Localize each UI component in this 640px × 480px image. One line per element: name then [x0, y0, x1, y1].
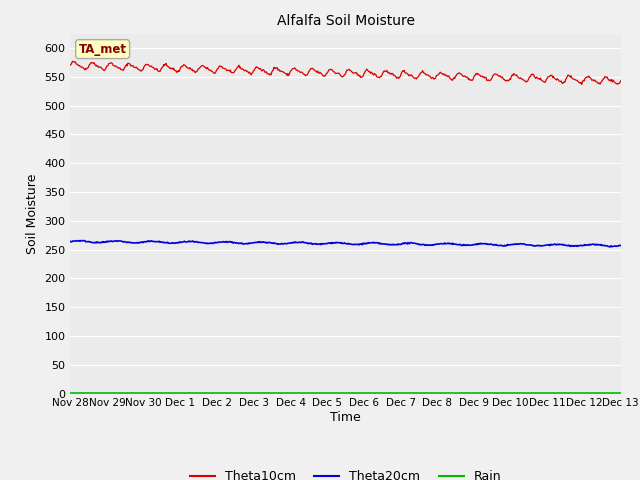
Text: TA_met: TA_met: [79, 43, 127, 56]
Title: Alfalfa Soil Moisture: Alfalfa Soil Moisture: [276, 14, 415, 28]
Y-axis label: Soil Moisture: Soil Moisture: [26, 173, 39, 254]
X-axis label: Time: Time: [330, 411, 361, 424]
Legend: Theta10cm, Theta20cm, Rain: Theta10cm, Theta20cm, Rain: [184, 465, 507, 480]
